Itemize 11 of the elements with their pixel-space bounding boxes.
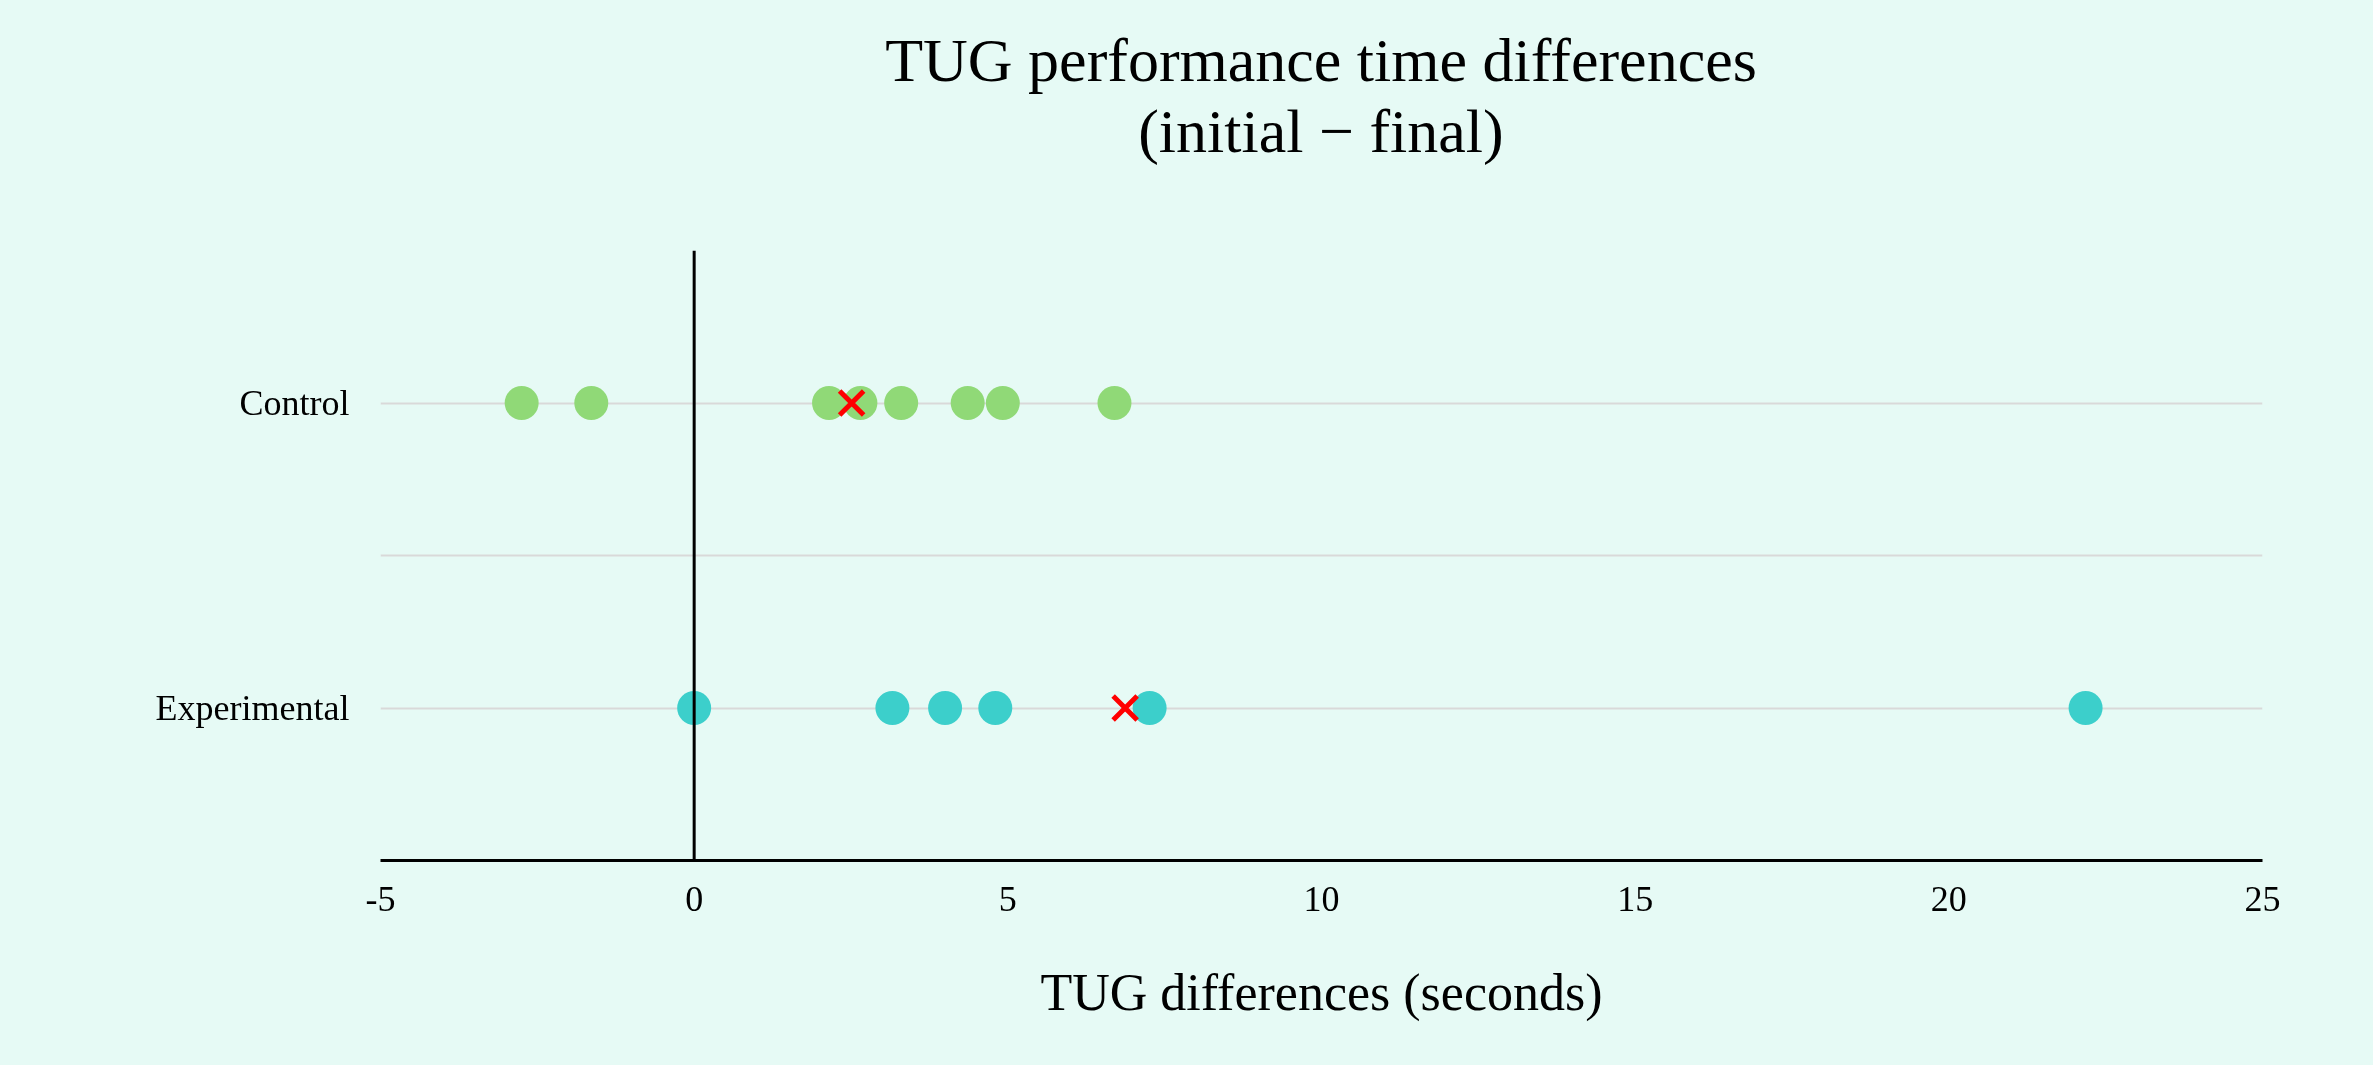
x-tick-label: 10 (1303, 878, 1340, 919)
x-tick-label: 25 (2244, 878, 2281, 919)
y-tick-label: Control (239, 383, 350, 423)
x-axis-title: TUG differences (seconds) (1040, 963, 1603, 1022)
x-tick-label: 5 (998, 878, 1017, 919)
x-tick-label: -5 (365, 878, 396, 919)
x-tick-label: 15 (1617, 878, 1654, 919)
y-tick-label: Experimental (155, 688, 350, 728)
x-tick-label: 20 (1930, 878, 1967, 919)
chart-title: TUG performance time differences (initial − final) (885, 25, 1757, 168)
x-tick-label: 0 (685, 878, 704, 919)
